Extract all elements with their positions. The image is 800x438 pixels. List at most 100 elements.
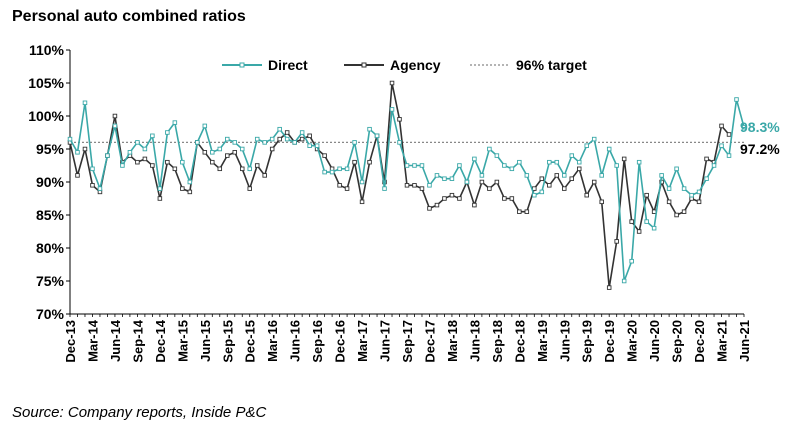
x-tick-label: Jun-20 xyxy=(647,320,662,362)
agency-point xyxy=(726,132,732,137)
direct-point xyxy=(322,169,327,175)
direct-point xyxy=(404,163,410,168)
direct-point xyxy=(644,219,649,224)
x-tick-label: Dec-13 xyxy=(63,320,78,363)
agency-point xyxy=(696,199,702,205)
x-tick-label: Sep-17 xyxy=(400,320,415,363)
agency-point xyxy=(180,186,185,191)
direct-point xyxy=(472,156,477,162)
agency-point xyxy=(299,136,305,142)
direct-series-line xyxy=(69,99,745,282)
direct-point xyxy=(202,123,208,129)
agency-point xyxy=(494,179,500,185)
x-tick-label: Jun-21 xyxy=(737,320,752,362)
agency-point xyxy=(547,183,552,188)
direct-point xyxy=(442,176,447,181)
direct-point xyxy=(629,258,634,264)
agency-point xyxy=(502,196,507,201)
x-tick-label: Dec-14 xyxy=(153,319,168,362)
agency-point xyxy=(254,163,260,168)
agency-point xyxy=(269,146,275,152)
x-tick-label: Dec-18 xyxy=(512,320,527,363)
direct-point xyxy=(82,100,88,106)
x-tick-label: Sep-15 xyxy=(220,320,235,363)
x-tick-label: Dec-20 xyxy=(692,320,707,363)
agency-point xyxy=(472,202,477,208)
direct-point xyxy=(150,133,155,139)
direct-point xyxy=(696,189,702,195)
direct-point xyxy=(367,126,372,132)
direct-point xyxy=(412,163,417,168)
direct-point xyxy=(741,124,747,130)
direct-point xyxy=(487,146,492,152)
direct-point xyxy=(569,153,575,158)
agency-point xyxy=(90,183,95,188)
agency-point xyxy=(517,209,522,214)
agency-point xyxy=(427,206,432,211)
agency-point xyxy=(82,146,88,152)
direct-point xyxy=(299,130,305,135)
direct-point xyxy=(651,225,657,231)
direct-point xyxy=(187,179,193,185)
direct-point xyxy=(621,278,627,284)
direct-point xyxy=(726,153,732,158)
direct-point xyxy=(195,140,200,145)
x-tick-label: Jun-18 xyxy=(467,320,482,362)
direct-point xyxy=(329,169,335,175)
agency-point xyxy=(352,159,357,165)
direct-point xyxy=(135,140,140,145)
agency-point xyxy=(225,153,230,158)
x-tick-label: Sep-18 xyxy=(490,320,505,363)
agency-point xyxy=(554,173,560,178)
direct-point xyxy=(217,146,223,152)
direct-point xyxy=(494,153,500,158)
direct-point xyxy=(719,143,724,148)
agency-point xyxy=(262,173,267,178)
legend-direct-marker xyxy=(239,62,245,68)
direct-point xyxy=(90,166,95,172)
direct-point xyxy=(307,143,312,148)
direct-point xyxy=(554,159,560,165)
direct-point xyxy=(254,136,260,142)
agency-point xyxy=(232,150,238,155)
direct-point xyxy=(172,120,178,125)
legend-agency-marker xyxy=(361,62,367,68)
direct-point xyxy=(247,166,252,172)
direct-point xyxy=(689,192,694,198)
agency-point xyxy=(591,179,597,185)
x-tick-label: Jun-14 xyxy=(108,319,123,362)
x-tick-label: Mar-15 xyxy=(175,320,190,362)
agency-point xyxy=(479,179,485,185)
x-tick-label: Dec-19 xyxy=(602,320,617,363)
direct-point xyxy=(382,186,387,191)
legend-agency-label: Agency xyxy=(390,57,441,73)
direct-point xyxy=(225,136,230,142)
y-tick-label: 90% xyxy=(36,174,65,190)
direct-point xyxy=(165,130,170,135)
direct-point xyxy=(449,176,455,181)
agency-point xyxy=(576,166,582,172)
x-tick-label: Jun-15 xyxy=(198,320,213,362)
agency-point xyxy=(397,117,402,122)
direct-point xyxy=(591,136,597,142)
agency-series-line xyxy=(69,82,730,288)
direct-point xyxy=(142,146,148,152)
agency-point xyxy=(75,173,80,178)
direct-point xyxy=(352,140,357,145)
direct-point xyxy=(112,123,118,129)
direct-point xyxy=(105,153,110,158)
agency-point xyxy=(636,229,642,234)
y-tick-label: 105% xyxy=(28,75,64,91)
agency-point xyxy=(112,113,118,119)
agency-point xyxy=(367,159,372,165)
x-tick-label: Sep-20 xyxy=(670,320,685,363)
agency-point xyxy=(419,186,425,191)
agency-point xyxy=(562,186,567,191)
direct-point xyxy=(502,163,507,168)
x-tick-label: Sep-19 xyxy=(580,320,595,363)
agency-point xyxy=(187,189,193,195)
direct-point xyxy=(120,163,125,168)
direct-point xyxy=(419,163,425,168)
agency-point xyxy=(599,199,604,205)
direct-point xyxy=(75,150,80,155)
